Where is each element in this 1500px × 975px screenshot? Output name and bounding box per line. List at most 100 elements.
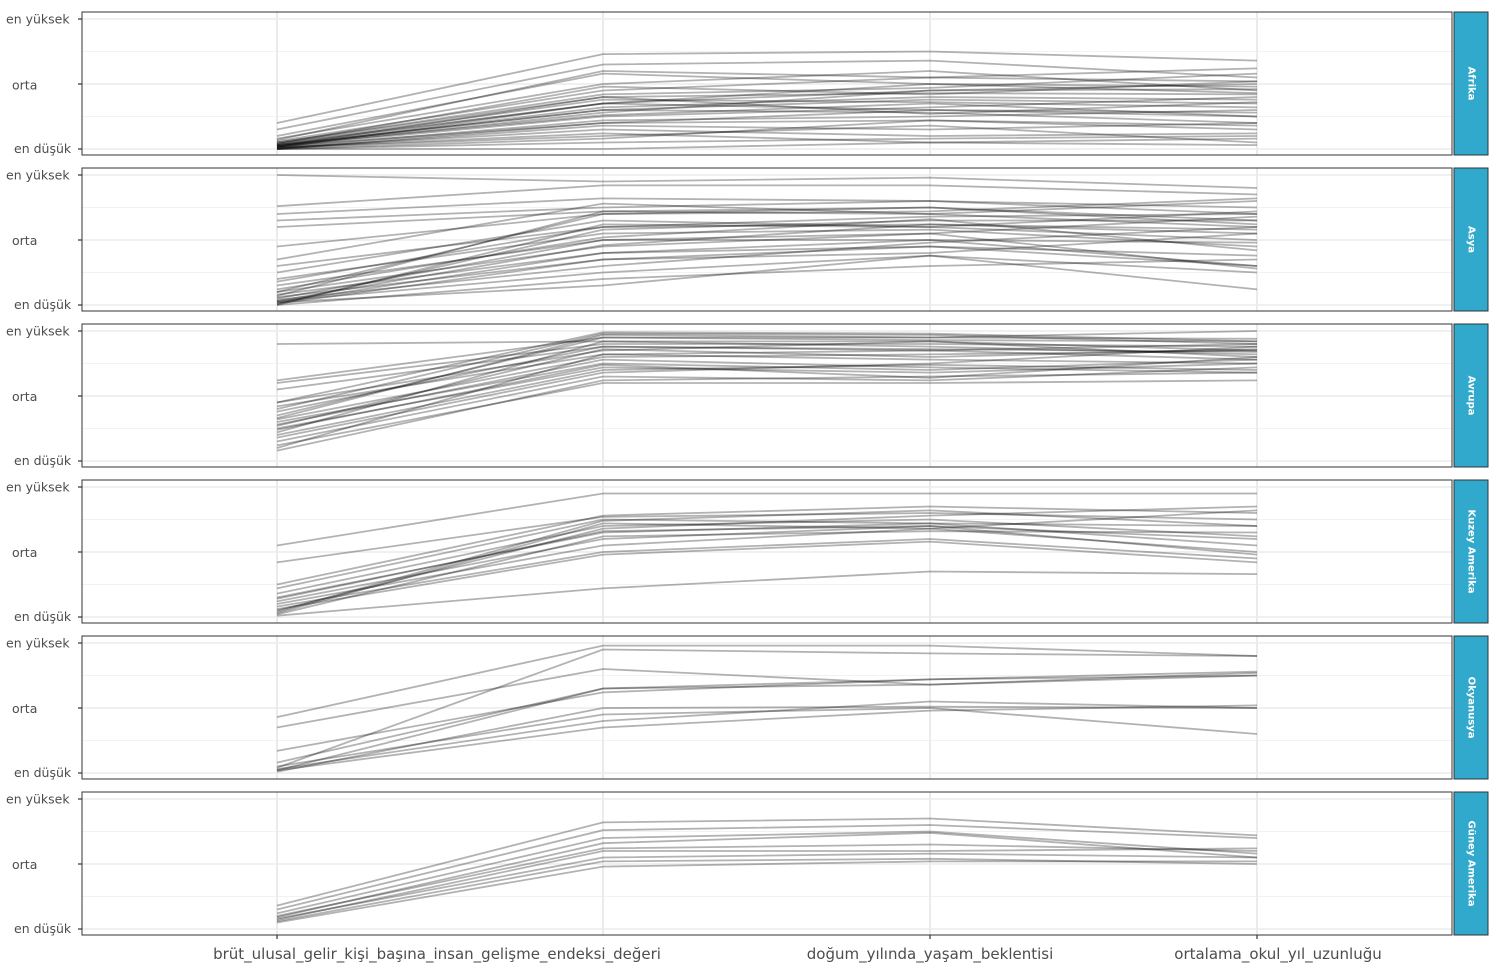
data-line (276, 254, 1258, 302)
y-tick-label: orta (12, 701, 37, 716)
data-line (276, 492, 1257, 547)
data-line (276, 333, 1258, 419)
data-line (276, 218, 1258, 291)
data-line (276, 92, 1258, 144)
y-tick-label: en düşük (14, 921, 72, 936)
data-line (276, 343, 1258, 391)
data-line (276, 538, 1258, 608)
data-line (276, 206, 1258, 248)
data-line (276, 860, 1257, 924)
y-tick-label: en düşük (14, 141, 72, 156)
data-line (276, 707, 1258, 768)
y-tick-label: en yüksek (6, 167, 70, 182)
data-line (276, 345, 1258, 439)
data-line (276, 336, 1258, 417)
data-line (276, 512, 1258, 564)
facet-strip (1453, 635, 1489, 780)
x-tick-label: doğum_yılında_yaşam_beklentisi (807, 945, 1054, 964)
data-line (276, 358, 1258, 426)
data-line (276, 102, 1258, 146)
data-line (276, 245, 1258, 296)
data-line (276, 135, 1258, 150)
data-line (276, 197, 1258, 293)
y-tick-label: en düşük (14, 453, 72, 468)
facet-label: Kuzey Amerika (1466, 510, 1477, 594)
data-line (276, 96, 1258, 148)
data-line (276, 518, 1258, 595)
data-line (276, 124, 1258, 149)
y-tick-label: orta (12, 233, 37, 248)
data-line (276, 88, 1258, 146)
data-line (276, 332, 1258, 410)
facet-strip (1453, 323, 1489, 468)
data-line (276, 213, 1258, 283)
y-tick-label: en yüksek (6, 635, 70, 650)
data-line (276, 200, 1258, 261)
data-line (276, 644, 1258, 718)
y-tick-label: orta (12, 78, 37, 93)
data-line (276, 824, 1258, 911)
facet-strip (1453, 479, 1489, 624)
data-line (276, 525, 1258, 600)
data-line (276, 366, 1258, 443)
data-line (276, 509, 1258, 614)
data-line (276, 210, 1258, 228)
data-line (276, 705, 1258, 773)
data-line (276, 343, 1258, 384)
data-line (276, 700, 1258, 770)
y-tick-label: orta (12, 545, 37, 560)
data-line (276, 847, 1258, 921)
data-line (276, 70, 1258, 140)
data-line (276, 254, 1258, 304)
data-line (276, 98, 1258, 145)
data-line (276, 330, 1258, 382)
y-tick-label: en yüksek (6, 11, 70, 26)
data-line (276, 530, 1258, 616)
data-line (276, 226, 1258, 301)
facet-label: Avrupa (1466, 376, 1477, 416)
facet-label: Asya (1466, 226, 1477, 253)
data-line (276, 362, 1258, 430)
y-tick-label: orta (12, 389, 37, 404)
data-line (276, 340, 1258, 352)
data-line (276, 358, 1258, 423)
data-line (276, 245, 1258, 305)
data-line (276, 96, 1258, 148)
x-tick-label: brüt_ulusal_gelir_kişi_başına_insan_geli… (213, 945, 661, 964)
data-line (276, 852, 1258, 920)
data-line (276, 239, 1258, 304)
data-line (276, 132, 1258, 149)
data-line (276, 219, 1257, 305)
data-line (276, 345, 1258, 413)
y-tick-label: en yüksek (6, 323, 70, 338)
data-line (276, 232, 1258, 299)
data-line (276, 340, 1258, 404)
data-line (276, 525, 1258, 603)
data-line (276, 331, 1258, 404)
data-line (276, 109, 1258, 149)
data-line (276, 67, 1258, 141)
facet-strip (1453, 11, 1489, 156)
data-line (276, 527, 1258, 605)
y-tick-label: en düşük (14, 765, 72, 780)
data-line (276, 570, 1258, 617)
y-tick-label: en yüksek (6, 791, 70, 806)
data-line (276, 119, 1258, 150)
data-line (276, 122, 1258, 150)
data-line (276, 353, 1258, 408)
data-line (276, 349, 1258, 421)
y-tick-label: en düşük (14, 297, 72, 312)
data-line (276, 80, 1258, 145)
facet-label: Okyanusya (1466, 677, 1477, 739)
data-line (276, 831, 1258, 919)
data-line (276, 674, 1258, 752)
data-line (276, 210, 1258, 306)
data-line (276, 356, 1258, 431)
data-line (276, 72, 1258, 137)
x-tick-label: ortalama_okul_yıl_uzunluğu (1174, 945, 1381, 964)
data-line (276, 215, 1258, 300)
data-line (276, 817, 1258, 907)
data-line (276, 232, 1258, 293)
data-line (276, 128, 1258, 149)
data-line (276, 59, 1258, 131)
